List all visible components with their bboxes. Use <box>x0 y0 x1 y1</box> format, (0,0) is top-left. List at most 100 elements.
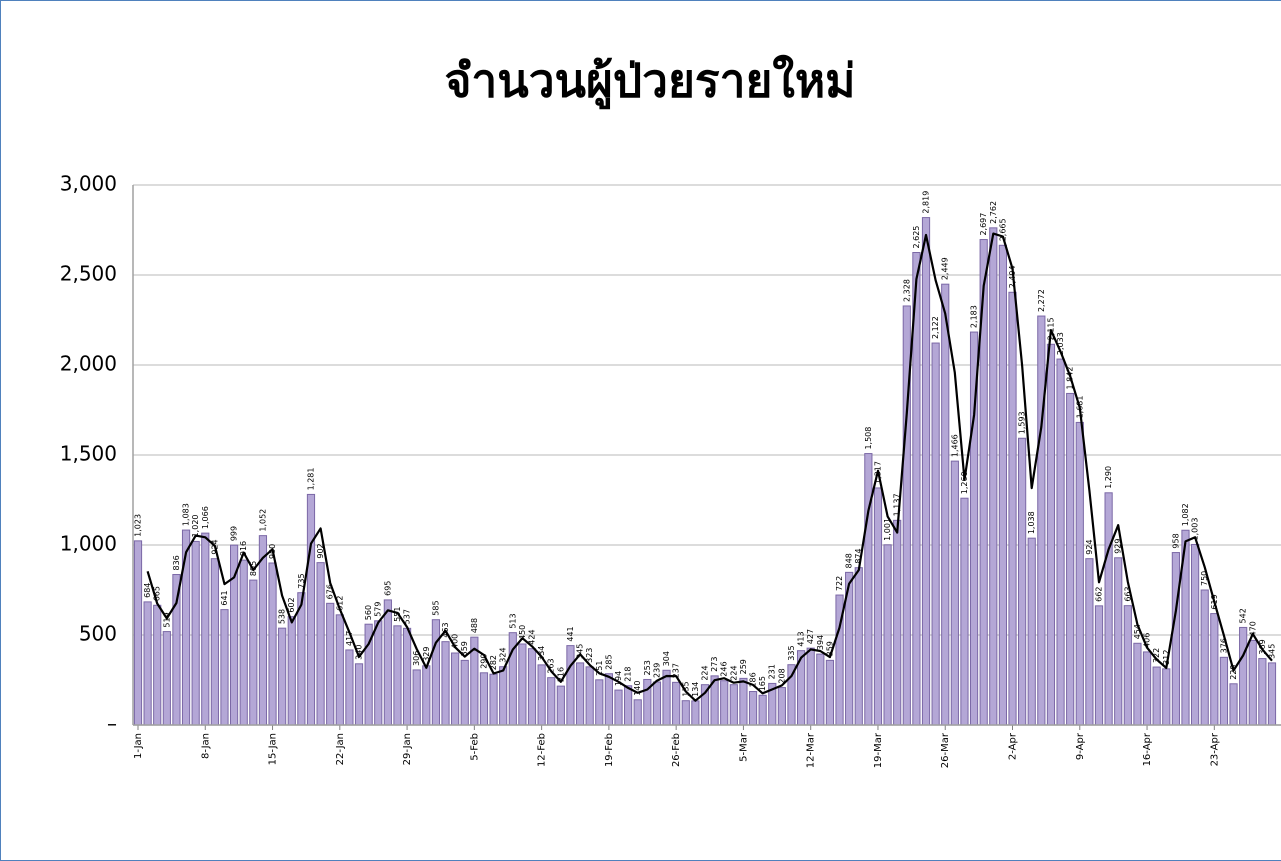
y-tick-label: 2,000 <box>60 352 117 376</box>
data-label: 218 <box>624 666 633 681</box>
bar <box>777 687 786 726</box>
data-label: 1,290 <box>1104 466 1113 489</box>
x-tick-label: 26-Mar <box>940 732 951 768</box>
data-label: 194 <box>614 671 623 686</box>
y-tick-label: 2,500 <box>60 262 117 286</box>
data-label: 231 <box>768 664 777 679</box>
bar <box>1037 315 1046 726</box>
data-label: 237 <box>672 663 681 678</box>
x-tick-label: 19-Mar <box>873 732 884 768</box>
bar <box>1239 626 1248 726</box>
data-label: 251 <box>595 661 604 676</box>
bar <box>893 519 902 726</box>
bar <box>1267 662 1277 726</box>
bar <box>306 493 316 726</box>
data-label: 929 <box>1114 538 1123 553</box>
data-label: 246 <box>720 661 729 676</box>
bar <box>729 684 738 726</box>
bar <box>854 567 863 726</box>
data-label: 560 <box>364 605 373 620</box>
data-label: 290 <box>479 654 488 669</box>
x-tick-label: 5-Feb <box>469 733 480 761</box>
data-label: 2,122 <box>931 316 940 339</box>
data-label: 2,762 <box>989 201 998 224</box>
x-tick-label: 2-Apr <box>1008 732 1019 760</box>
data-label: 579 <box>374 601 383 616</box>
data-label: 312 <box>1162 650 1171 665</box>
data-label: 394 <box>816 635 825 650</box>
data-label: 2,665 <box>998 218 1007 241</box>
data-label: 848 <box>845 553 854 568</box>
data-label: 537 <box>403 609 412 624</box>
data-label: 916 <box>239 541 248 556</box>
data-label: 400 <box>451 634 460 649</box>
bar <box>181 529 191 726</box>
x-tick-label: 26-Feb <box>671 733 682 767</box>
bar <box>153 604 162 726</box>
data-label: 329 <box>422 646 431 661</box>
data-label: 263 <box>547 658 556 673</box>
data-label: 1,593 <box>1018 411 1027 434</box>
data-label: 306 <box>412 651 421 666</box>
bar <box>143 601 152 726</box>
data-label: 1,281 <box>306 468 315 491</box>
x-tick-label: 8-Jan <box>200 733 211 759</box>
data-label: 2,697 <box>979 213 988 236</box>
bar <box>681 700 690 726</box>
x-tick-label: 9-Apr <box>1075 732 1086 760</box>
bar <box>393 625 402 726</box>
data-label: 2,819 <box>922 191 931 214</box>
data-label: 282 <box>489 655 498 670</box>
data-label: 2,625 <box>912 226 921 249</box>
data-label: 1,260 <box>960 471 969 494</box>
y-tick-label: 500 <box>79 622 117 646</box>
data-label: 2,328 <box>902 279 911 302</box>
bar <box>220 609 229 726</box>
bar <box>556 685 565 726</box>
data-label: 413 <box>797 631 806 646</box>
bar <box>499 666 508 726</box>
bar <box>633 699 642 726</box>
bar <box>1027 537 1036 726</box>
data-label: 1,083 <box>182 503 191 526</box>
x-tick-label: 22-Jan <box>335 733 346 765</box>
bar <box>460 659 469 726</box>
bar <box>1046 343 1056 726</box>
bar <box>412 669 421 726</box>
bar <box>547 677 556 726</box>
data-label: 140 <box>633 681 642 696</box>
data-label: 665 <box>153 586 162 601</box>
data-label: 376 <box>1219 638 1228 653</box>
data-label: 612 <box>335 596 344 611</box>
bar <box>614 689 623 726</box>
bar <box>354 663 364 726</box>
data-label: 538 <box>278 609 287 624</box>
data-label: 488 <box>470 618 479 633</box>
bar <box>268 562 277 726</box>
data-label: 1,066 <box>201 506 210 529</box>
data-label: 902 <box>316 543 325 558</box>
bar <box>287 616 296 726</box>
data-label: 513 <box>508 613 517 628</box>
moving-average-line <box>146 232 1273 702</box>
data-label: 874 <box>854 548 863 563</box>
chart-title: จำนวนผู้ป่วยรายใหม่ <box>444 54 855 110</box>
bar <box>537 664 546 726</box>
bar <box>527 648 537 726</box>
data-label: 1,082 <box>1181 503 1190 526</box>
y-tick-label: – <box>107 712 117 736</box>
bar <box>258 535 268 726</box>
bar <box>201 532 210 726</box>
bar <box>585 666 594 726</box>
data-label: 735 <box>297 573 306 588</box>
bar <box>652 681 662 726</box>
data-label: 695 <box>383 581 392 596</box>
bar <box>758 694 767 726</box>
data-label: 1,052 <box>258 509 267 532</box>
data-label: 1,023 <box>134 514 143 537</box>
bar <box>739 677 748 726</box>
data-label: 1,466 <box>950 434 959 457</box>
data-label: 1,508 <box>864 427 873 450</box>
data-label: 2,115 <box>1046 317 1055 340</box>
bar <box>672 681 681 726</box>
